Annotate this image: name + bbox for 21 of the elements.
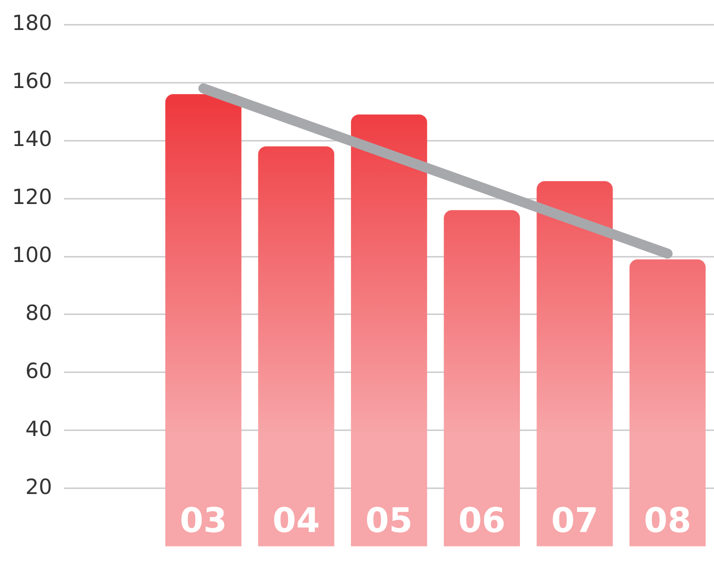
y-tick-label: 180	[12, 11, 52, 36]
y-tick-label: 20	[25, 474, 52, 499]
bar	[165, 94, 242, 546]
x-tick-label: 06	[458, 501, 506, 542]
y-tick-label: 40	[25, 416, 52, 441]
y-tick-label: 100	[12, 242, 52, 267]
x-tick-label: 05	[365, 501, 413, 542]
bar	[258, 146, 334, 546]
y-tick-label: 60	[25, 358, 52, 383]
x-tick-label: 08	[644, 501, 692, 542]
bar	[444, 210, 520, 546]
y-tick-label: 140	[12, 127, 52, 152]
bar	[536, 181, 613, 546]
y-tick-label: 120	[12, 184, 52, 209]
x-tick-label: 04	[272, 501, 320, 542]
x-tick-label: 03	[180, 501, 228, 542]
x-tick-label: 07	[551, 501, 598, 542]
y-tick-label: 160	[12, 69, 52, 94]
bar	[630, 259, 706, 546]
y-tick-label: 80	[25, 300, 52, 325]
bar	[350, 114, 428, 546]
